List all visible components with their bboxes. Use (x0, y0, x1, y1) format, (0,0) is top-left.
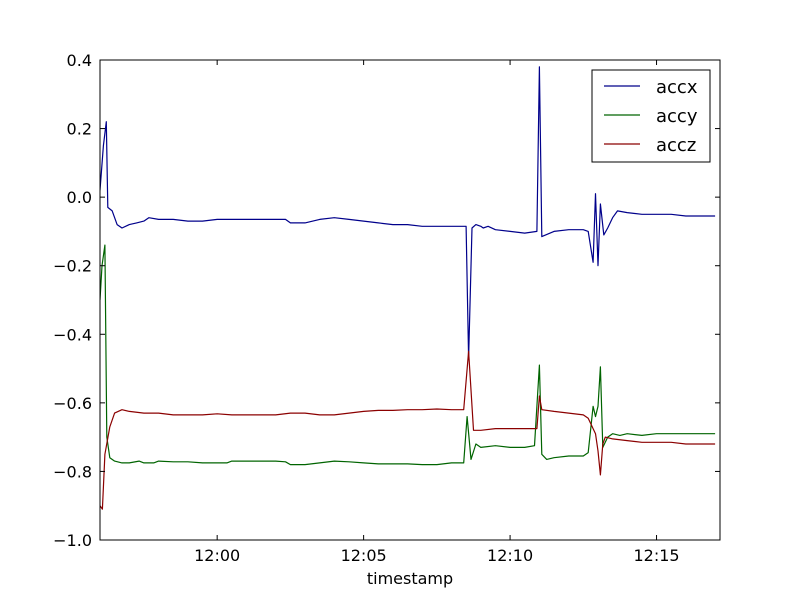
series-layer (100, 66, 716, 510)
legend-label-accx: accx (656, 77, 698, 98)
legend-label-accy: accy (656, 106, 698, 127)
x-tick-label: 12:05 (341, 546, 387, 565)
y-tick-label: 0.2 (67, 120, 92, 139)
y-tick-label: −0.4 (53, 325, 92, 344)
y-tick-label: −1.0 (53, 531, 92, 550)
y-axis: −1.0 −0.8 −0.6 −0.4 −0.2 0.0 0.2 0.4 (53, 51, 720, 550)
legend: accx accy accz (591, 69, 711, 163)
x-axis: 12:00 12:05 12:10 12:15 (194, 60, 680, 565)
y-tick-label: −0.2 (53, 257, 92, 276)
y-tick-label: −0.8 (53, 462, 92, 481)
y-tick-label: −0.6 (53, 394, 92, 413)
x-tick-label: 12:10 (487, 546, 533, 565)
legend-items: accx accy accz (604, 77, 698, 156)
y-tick-label: 0.0 (67, 188, 92, 207)
legend-box (591, 69, 711, 163)
series-line-accy (100, 244, 716, 466)
y-tick-label: 0.4 (67, 51, 92, 70)
x-axis-label: timestamp (367, 569, 453, 588)
series-line-accz (100, 350, 716, 510)
x-tick-label: 12:00 (194, 546, 240, 565)
series-line-accx (100, 66, 716, 359)
plot-frame (99, 59, 721, 541)
legend-label-accz: accz (656, 135, 696, 156)
x-tick-label: 12:15 (633, 546, 679, 565)
